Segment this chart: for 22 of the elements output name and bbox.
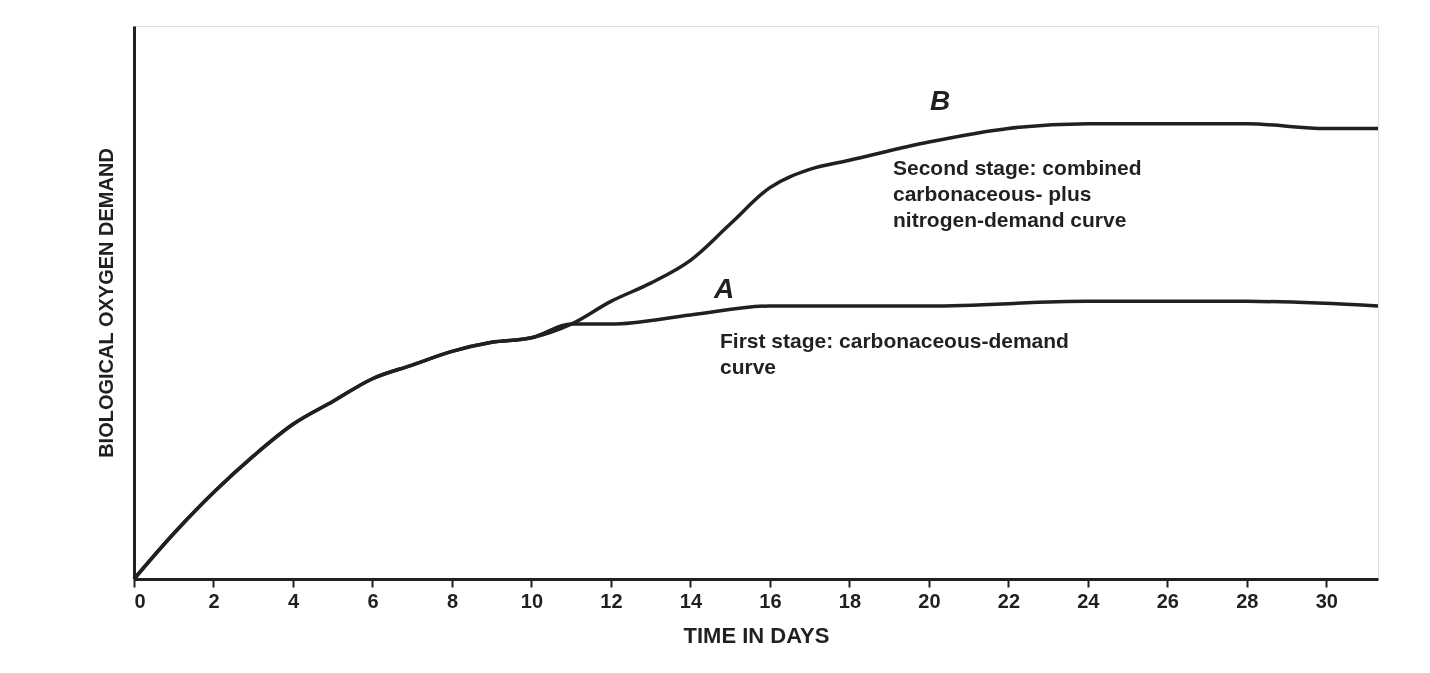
x-tick-label: 8: [446, 589, 459, 612]
x-tick-label: 16: [759, 589, 782, 612]
x-tick-label: 6: [367, 589, 379, 612]
annotation: First stage: carbonaceous-demand curve: [720, 329, 1069, 378]
x-tick-label: 30: [1315, 589, 1338, 612]
series-label: B: [930, 85, 951, 116]
x-tick-label: 2: [208, 589, 220, 612]
series-label: A: [713, 273, 735, 304]
x-tick-label: 20: [918, 589, 941, 612]
x-tick-label: 22: [997, 589, 1020, 612]
x-tick-label: 4: [287, 589, 300, 612]
x-tick-label: 28: [1236, 589, 1259, 612]
x-tick-label: 14: [679, 589, 703, 612]
y-axis-title: BIOLOGICAL OXYGEN DEMAND: [94, 148, 117, 458]
x-axis-title: TIME IN DAYS: [683, 622, 830, 648]
x-tick-label: 10: [520, 589, 544, 612]
annotation: Second stage: combined carbonaceous- plus nitrogen-demand curve: [893, 156, 1142, 231]
x-tick-label: 12: [600, 589, 623, 612]
x-tick-label: 18: [838, 589, 862, 612]
x-tick-label: 0: [134, 589, 146, 612]
x-tick-label: 24: [1077, 589, 1101, 612]
x-tick-label: 26: [1156, 589, 1179, 612]
